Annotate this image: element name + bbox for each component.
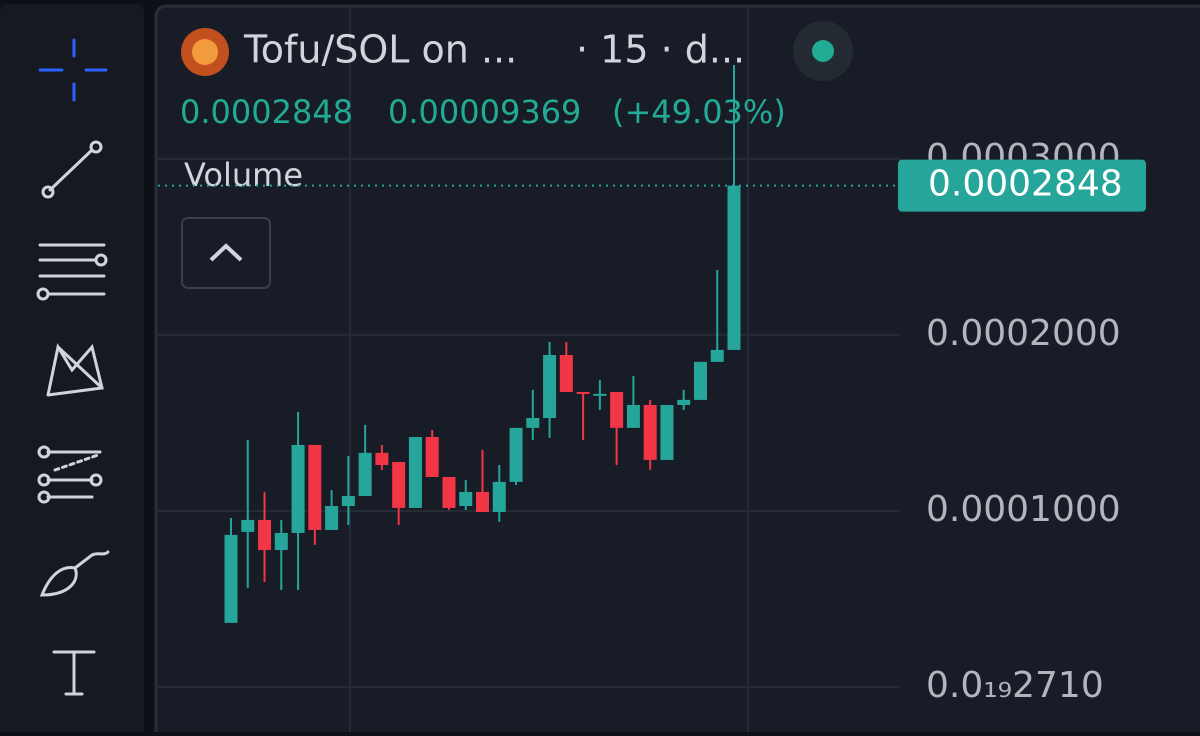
candle-body: [492, 481, 506, 512]
forecast-tool[interactable]: [37, 445, 103, 504]
candle-body: [610, 391, 624, 428]
interval: · 15 · d...: [576, 28, 745, 72]
candle-body: [308, 444, 322, 530]
fib-tool[interactable]: [36, 243, 108, 301]
candle-body: [543, 354, 557, 419]
last-price-label: 0.0002848: [928, 164, 1123, 205]
candle-body: [727, 185, 741, 350]
header-change-percent: (+49.03%): [612, 93, 786, 131]
text-tool[interactable]: [52, 650, 96, 696]
candle-body: [509, 427, 523, 482]
brush-tool[interactable]: [39, 550, 110, 597]
symbol-title: Tofu/SOL on ...: [243, 28, 517, 72]
collapse-icon: [209, 243, 243, 262]
candle-body: [392, 462, 406, 508]
candle-body: [224, 534, 238, 623]
candle-body: [559, 354, 573, 392]
candle-body: [325, 506, 339, 530]
candle-body: [677, 399, 691, 405]
candle-body: [643, 404, 657, 460]
candle-body: [626, 404, 640, 428]
header-price: 0.0002848: [180, 93, 353, 131]
candle-body: [274, 532, 288, 551]
crosshair-tool[interactable]: [38, 38, 108, 102]
candle-body: [526, 418, 540, 428]
candle-body: [425, 437, 439, 477]
pattern-tool[interactable]: [46, 342, 104, 397]
candle-body: [375, 452, 389, 466]
candle-body: [593, 393, 607, 396]
candle-body: [291, 444, 305, 533]
last-price-tag: [898, 159, 1146, 212]
candle-body: [660, 404, 674, 460]
status-dot: [812, 40, 834, 62]
candle-body: [341, 495, 355, 507]
candle-body: [241, 519, 255, 532]
candle-body: [408, 437, 422, 508]
candle-body: [710, 349, 724, 362]
y-tick-label: 0.0001000: [926, 489, 1121, 530]
candle-body: [258, 519, 272, 551]
trend-line-tool[interactable]: [41, 140, 103, 199]
candle-body: [693, 361, 707, 400]
candle-body: [576, 391, 590, 394]
candle-body: [476, 491, 489, 512]
header-change: 0.00009369: [388, 93, 581, 131]
y-tick-label: 0.0₁₉2710: [926, 665, 1104, 706]
candle-body: [358, 452, 372, 496]
candle-body: [442, 476, 456, 508]
y-tick-label: 0.0002000: [926, 313, 1121, 354]
candle-body: [459, 491, 473, 507]
collapse-button[interactable]: [181, 217, 271, 289]
token-logo-inner: [192, 39, 218, 65]
volume-label: Volume: [184, 156, 303, 194]
